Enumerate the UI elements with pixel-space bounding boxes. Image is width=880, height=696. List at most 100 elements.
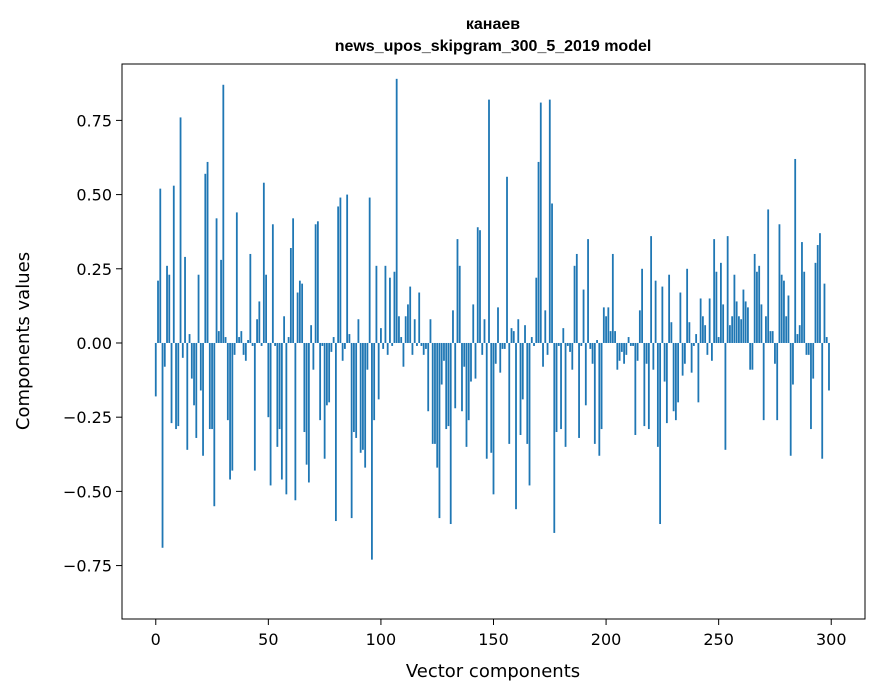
bar-232 <box>677 342 680 403</box>
bar-174 <box>546 342 549 355</box>
bar-54 <box>276 342 279 447</box>
bar-286 <box>798 325 801 343</box>
bar-154 <box>501 342 504 349</box>
bar-230 <box>672 342 675 412</box>
bar-180 <box>560 342 562 430</box>
bar-68 <box>307 342 310 483</box>
bar-114 <box>411 342 414 355</box>
bar-263 <box>747 307 749 343</box>
bar-142 <box>474 342 477 379</box>
y-tick-label: 0.25 <box>76 260 112 279</box>
bar-155 <box>503 342 506 349</box>
bar-51 <box>269 342 272 486</box>
y-tick-label: −0.75 <box>63 557 112 576</box>
bar-177 <box>553 342 556 533</box>
bar-226 <box>663 342 666 382</box>
bar-249 <box>715 271 718 343</box>
bar-288 <box>803 271 806 343</box>
bar-181 <box>562 328 565 343</box>
bar-60 <box>289 248 292 343</box>
bar-146 <box>483 319 486 343</box>
bar-276 <box>776 342 779 421</box>
bar-195 <box>593 342 596 444</box>
y-axis-label: Components values <box>13 252 34 430</box>
x-tick-label: 150 <box>478 630 509 649</box>
bar-274 <box>771 331 774 343</box>
bar-136 <box>461 342 463 412</box>
bar-244 <box>704 325 707 343</box>
bar-270 <box>762 342 765 421</box>
bar-62 <box>294 342 297 501</box>
bar-30 <box>222 84 225 343</box>
bar-250 <box>717 337 720 343</box>
bar-5 <box>166 265 168 343</box>
bar-221 <box>652 342 655 370</box>
bar-12 <box>181 342 184 358</box>
bar-89 <box>355 342 358 438</box>
bar-119 <box>422 342 425 355</box>
bar-256 <box>731 316 734 343</box>
bar-84 <box>344 342 346 349</box>
bar-289 <box>805 342 808 355</box>
bar-199 <box>602 307 605 343</box>
bar-281 <box>787 295 790 343</box>
bar-44 <box>253 342 256 471</box>
bar-252 <box>722 304 725 343</box>
bar-28 <box>217 331 220 343</box>
chart-title: канаев <box>466 16 520 33</box>
bar-38 <box>240 331 243 343</box>
bar-95 <box>368 197 371 343</box>
bar-253 <box>724 342 727 450</box>
x-tick-label: 250 <box>703 630 734 649</box>
bar-153 <box>499 342 502 373</box>
bar-6 <box>168 274 171 343</box>
x-axis: 0 50 100 150 200 250 300 <box>151 619 847 649</box>
bar-293 <box>814 262 817 343</box>
bar-282 <box>789 342 792 456</box>
bar-111 <box>404 316 407 343</box>
bar-23 <box>206 161 209 343</box>
bar-13 <box>184 256 186 343</box>
bar-229 <box>670 322 673 343</box>
bar-215 <box>638 310 641 343</box>
bar-297 <box>823 283 826 343</box>
bar-27 <box>215 218 218 343</box>
bar-90 <box>357 319 360 343</box>
bar-116 <box>416 342 418 346</box>
bar-236 <box>686 268 689 343</box>
bar-121 <box>427 342 430 412</box>
bar-124 <box>434 342 436 444</box>
bar-164 <box>524 325 526 343</box>
bar-200 <box>605 316 607 343</box>
bar-192 <box>587 239 589 343</box>
bar-151 <box>494 342 497 364</box>
bar-246 <box>708 298 711 343</box>
bar-182 <box>564 342 567 447</box>
bar-163 <box>521 342 524 400</box>
bar-96 <box>371 342 373 560</box>
bar-298 <box>825 337 828 343</box>
bar-161 <box>517 319 520 343</box>
bar-265 <box>751 342 754 370</box>
bar-120 <box>425 342 427 349</box>
bar-101 <box>382 342 385 349</box>
bar-228 <box>668 274 671 343</box>
bar-144 <box>479 230 481 343</box>
bar-8 <box>172 185 175 343</box>
bar-213 <box>634 342 637 435</box>
bar-165 <box>526 342 529 444</box>
bar-224 <box>659 342 662 525</box>
bar-7 <box>170 342 173 424</box>
bar-205 <box>616 342 619 370</box>
bar-214 <box>636 342 639 361</box>
bar-234 <box>681 342 684 376</box>
bar-22 <box>204 173 207 343</box>
bar-223 <box>656 342 659 447</box>
bar-128 <box>443 342 445 361</box>
bar-49 <box>265 274 267 343</box>
bar-194 <box>591 342 594 364</box>
bar-143 <box>476 227 479 343</box>
bar-266 <box>753 253 756 343</box>
bar-118 <box>420 342 423 346</box>
